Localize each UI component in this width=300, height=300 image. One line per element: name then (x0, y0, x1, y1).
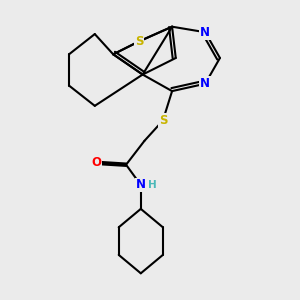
Text: O: O (92, 156, 102, 170)
Text: S: S (159, 114, 167, 127)
Text: N: N (200, 26, 210, 39)
Text: H: H (148, 180, 157, 190)
Text: S: S (135, 35, 143, 48)
Text: N: N (136, 178, 146, 191)
Text: N: N (200, 77, 210, 90)
